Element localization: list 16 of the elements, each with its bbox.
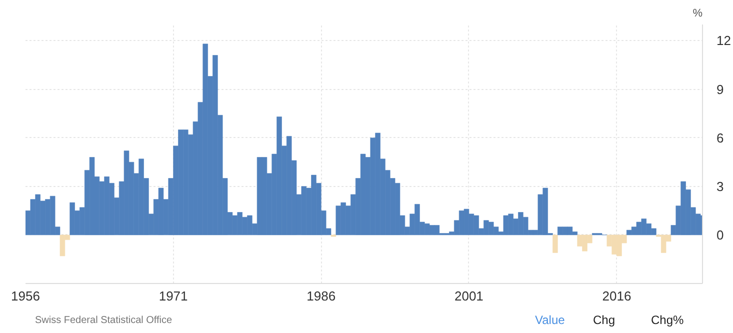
x-tick-label: 1971 bbox=[158, 288, 188, 304]
text: Swiss Federal Statistical Office bbox=[35, 314, 172, 328]
x-tick-label: 2016 bbox=[602, 288, 632, 304]
y-tick-label: 9 bbox=[716, 82, 724, 97]
y-tick-label: 3 bbox=[716, 178, 724, 194]
y-tick-label: 12 bbox=[716, 33, 731, 48]
text: Value bbox=[535, 312, 565, 329]
y-axis-title: % bbox=[692, 8, 703, 20]
x-tick-label: 1956 bbox=[11, 288, 40, 304]
text: Chg% bbox=[651, 312, 684, 329]
bar bbox=[552, 234, 558, 253]
y-tick-label: 0 bbox=[716, 227, 724, 242]
x-tick-label: 1986 bbox=[306, 288, 336, 304]
x-tick-label: 2001 bbox=[454, 288, 484, 304]
y-tick-label: 6 bbox=[716, 130, 724, 146]
text: Chg bbox=[593, 312, 616, 329]
